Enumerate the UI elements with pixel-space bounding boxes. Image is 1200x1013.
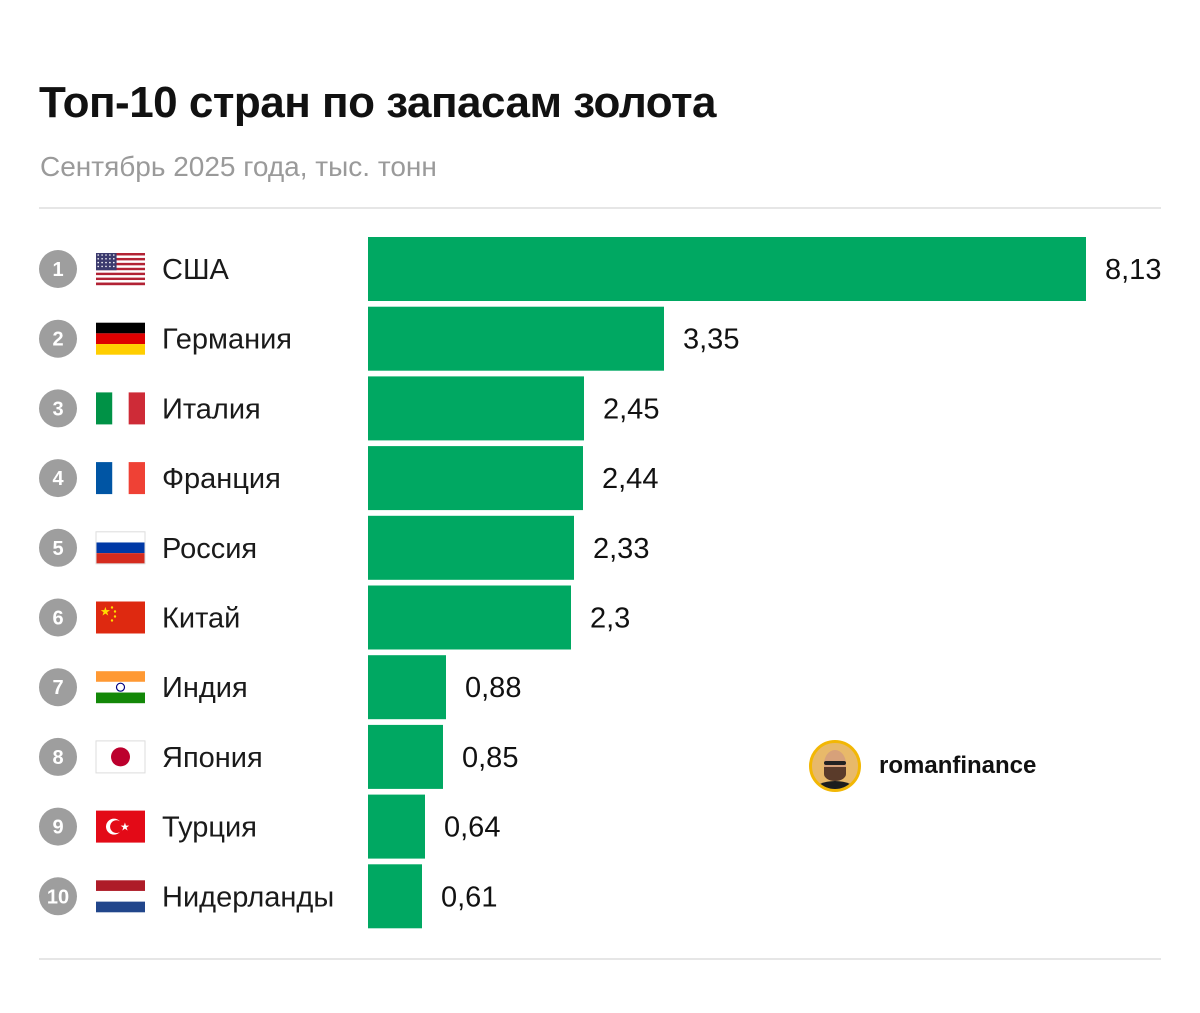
value-label: 2,44 bbox=[602, 463, 658, 495]
rank-badge bbox=[39, 319, 77, 358]
value-label: 0,64 bbox=[444, 812, 500, 844]
value-label: 0,88 bbox=[465, 672, 521, 704]
rank-label: 9 bbox=[52, 817, 63, 839]
country-label: Германия bbox=[162, 324, 292, 356]
bar bbox=[368, 864, 422, 929]
rank-label: 4 bbox=[52, 468, 64, 490]
rank-badge bbox=[39, 528, 77, 567]
svg-text:★: ★ bbox=[100, 605, 111, 619]
rank-badge bbox=[39, 737, 77, 776]
rank-label: 3 bbox=[52, 398, 63, 420]
rank-label: 10 bbox=[47, 886, 69, 908]
rank-label: 2 bbox=[52, 329, 63, 351]
bar bbox=[368, 446, 583, 511]
rank-label: 8 bbox=[52, 747, 63, 769]
rank-badge bbox=[39, 877, 77, 916]
brand-badge: romanfinance bbox=[809, 740, 1036, 792]
avatar bbox=[809, 740, 861, 792]
bar bbox=[368, 794, 425, 859]
country-label: США bbox=[162, 254, 230, 286]
country-label: Турция bbox=[162, 812, 257, 844]
bar bbox=[368, 515, 574, 580]
rank-badge bbox=[39, 459, 77, 498]
tr-flag-icon: ★ bbox=[96, 810, 145, 843]
jp-flag-icon bbox=[95, 740, 146, 774]
nl-flag-icon bbox=[96, 880, 145, 913]
rank-badge bbox=[39, 807, 77, 846]
country-label: Китай bbox=[162, 603, 240, 635]
value-label: 2,45 bbox=[603, 393, 659, 425]
rank-badge bbox=[39, 598, 77, 637]
bar bbox=[368, 376, 584, 441]
in-flag-icon bbox=[96, 671, 145, 704]
value-label: 8,13 bbox=[1105, 254, 1161, 286]
brand-name: romanfinance bbox=[879, 752, 1037, 779]
country-label: Франция bbox=[162, 463, 281, 495]
rank-label: 7 bbox=[52, 677, 63, 699]
value-label: 2,3 bbox=[590, 603, 630, 635]
us-flag-icon bbox=[96, 253, 145, 286]
country-label: Россия bbox=[162, 533, 257, 565]
bar bbox=[368, 306, 664, 371]
rank-badge bbox=[39, 389, 77, 428]
rank-badge bbox=[39, 668, 77, 707]
ru-flag-icon bbox=[95, 531, 146, 565]
country-label: Япония bbox=[162, 742, 263, 774]
de-flag-icon bbox=[96, 322, 145, 355]
cn-flag-icon: ★ bbox=[96, 601, 145, 634]
chart-title: Топ-10 стран по запасам золота bbox=[39, 78, 717, 127]
country-label: Индия bbox=[162, 672, 248, 704]
rank-label: 1 bbox=[52, 259, 63, 281]
country-label: Нидерланды bbox=[162, 881, 334, 913]
bar bbox=[368, 237, 1086, 301]
bar bbox=[368, 585, 571, 650]
chart-subtitle: Сентябрь 2025 года, тыс. тонн bbox=[40, 151, 437, 182]
rank-label: 5 bbox=[52, 538, 63, 560]
bar bbox=[368, 724, 443, 789]
top-divider bbox=[39, 207, 1161, 209]
value-label: 0,85 bbox=[462, 742, 518, 774]
fr-flag-icon bbox=[96, 462, 145, 495]
value-label: 0,61 bbox=[441, 881, 497, 913]
value-label: 3,35 bbox=[683, 324, 739, 356]
bar bbox=[368, 655, 446, 720]
it-flag-icon bbox=[96, 392, 145, 425]
rank-badge bbox=[39, 250, 77, 288]
svg-text:★: ★ bbox=[120, 821, 130, 834]
value-label: 2,33 bbox=[593, 533, 649, 565]
rank-label: 6 bbox=[52, 608, 63, 630]
bottom-divider bbox=[39, 958, 1161, 960]
country-label: Италия bbox=[162, 393, 261, 425]
